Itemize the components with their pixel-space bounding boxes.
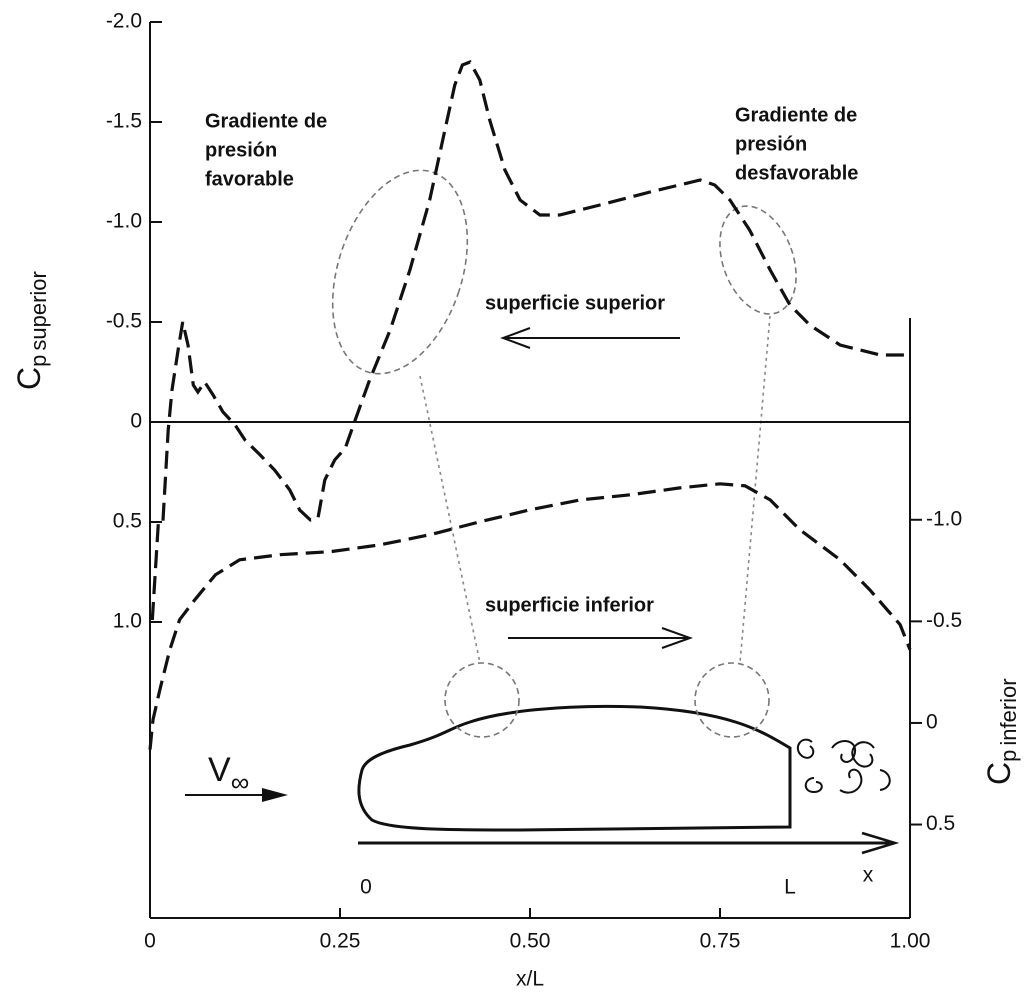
annotation: Gradiente de	[205, 110, 327, 132]
upper-arrow-head	[500, 327, 531, 349]
y-tick-label: 1.0	[113, 610, 142, 633]
series-label: superficie inferior	[485, 594, 654, 616]
wake-vortices	[796, 738, 891, 794]
axis-label-part: C	[981, 762, 1017, 785]
annotation: desfavorable	[735, 162, 858, 184]
lower-arrow-head	[661, 627, 693, 649]
origin-label: 0	[360, 876, 372, 899]
y-tick-label: 0.5	[113, 510, 142, 533]
annotation: presión	[205, 139, 277, 161]
x-tick-label: 0.75	[700, 930, 741, 953]
y-tick-label: -0.5	[106, 310, 142, 333]
velocity-label: V∞	[208, 751, 249, 797]
x-axis-label: x/L	[516, 968, 544, 991]
y-tick-label: 0	[130, 410, 142, 433]
y-tick-label: -1.0	[106, 210, 142, 233]
annotation: favorable	[205, 168, 294, 190]
y-tick-label: -1.5	[106, 110, 142, 133]
axis-label-part: p	[26, 355, 51, 367]
favorable-circle	[444, 662, 520, 738]
x-tick-label: 1.00	[890, 930, 931, 953]
axis-label-text: Cp superior	[11, 271, 50, 390]
axis-label-part: C	[11, 367, 47, 390]
x-tick-label: 0	[144, 930, 156, 953]
y2-tick-label: -0.5	[926, 609, 962, 632]
data-line	[148, 482, 912, 750]
y2-tick-label: 0	[926, 710, 938, 733]
annotation: Gradiente de	[735, 104, 857, 126]
axis-label-part: inferior	[996, 678, 1021, 745]
car-outline	[357, 704, 792, 832]
axis-label: Cp superior	[11, 271, 50, 390]
x-tick-label: 0.50	[510, 930, 551, 953]
velocity-subscript: ∞	[231, 767, 250, 797]
velocity-symbol: V	[208, 751, 231, 789]
annotation: presión	[735, 133, 807, 155]
connector	[739, 315, 771, 664]
axis-label-part: superior	[26, 271, 51, 350]
x-label: x	[863, 864, 874, 887]
length-label: L	[784, 876, 796, 899]
connector	[419, 375, 481, 664]
adverse-circle	[694, 662, 770, 738]
y-tick-label: -2.0	[106, 10, 142, 33]
adverse-ellipse	[719, 205, 797, 315]
y2-tick-label: -1.0	[926, 507, 962, 530]
x-tick-label: 0.25	[320, 930, 361, 953]
series-label: superficie superior	[485, 292, 665, 314]
axis-label: Cp inferior	[981, 678, 1020, 785]
axis-label-text: Cp inferior	[981, 678, 1020, 785]
axis-label-part: p	[996, 750, 1021, 762]
velocity-arrow-head	[262, 788, 288, 802]
car-diagram	[185, 169, 900, 855]
favorable-ellipse	[331, 169, 469, 375]
x-arrow-head	[861, 831, 900, 855]
data-line	[150, 59, 910, 621]
y2-tick-label: 0.5	[926, 812, 955, 835]
